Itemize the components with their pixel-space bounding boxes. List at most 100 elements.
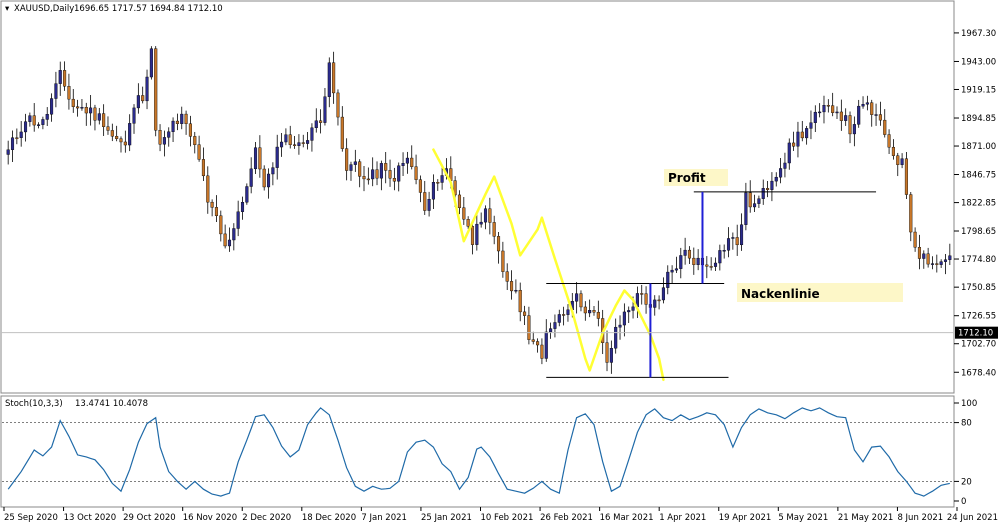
stochastic-axis-label: 80: [961, 419, 972, 429]
candle-body: [67, 86, 71, 100]
candle-body: [536, 341, 540, 346]
candle-body: [336, 92, 340, 118]
candle-body: [848, 115, 852, 135]
candle-body: [258, 147, 262, 170]
candle-body: [835, 111, 839, 114]
candle-body: [865, 102, 869, 105]
candle-body: [479, 221, 483, 225]
candle-body: [423, 192, 427, 211]
indicator-header: Stoch(10,3,3): [5, 399, 63, 409]
time-axis-label: 29 Oct 2020: [123, 513, 176, 523]
candle-body: [766, 188, 770, 190]
time-axis-label: 19 Apr 2021: [719, 513, 772, 523]
candle-body: [831, 105, 835, 113]
candle-body: [614, 326, 618, 349]
candle-body: [375, 169, 379, 179]
price-axis-label: 1967.30: [961, 29, 996, 39]
candle-body: [440, 175, 444, 183]
symbol-header-icon: ▾: [5, 4, 10, 14]
candle-body: [475, 223, 479, 245]
candle-body: [388, 170, 392, 179]
candle-body: [757, 198, 761, 204]
price-axis-label: 1678.40: [961, 368, 996, 378]
time-axis-label: 24 Jun 2021: [947, 513, 998, 523]
candle-body: [431, 182, 435, 200]
candle-body: [93, 107, 97, 121]
candle-body: [63, 70, 67, 87]
candle-body: [145, 76, 149, 102]
candle-body: [583, 306, 587, 314]
candle-body: [579, 293, 583, 308]
neckline-label-bg: [737, 283, 903, 302]
candle-body: [687, 249, 692, 259]
candle-body: [414, 166, 418, 180]
candle-body: [227, 239, 232, 247]
candle-body: [718, 250, 722, 264]
candle-body: [657, 299, 661, 302]
indicator-panel-frame: [0, 395, 955, 508]
candle-body: [874, 114, 878, 116]
candle-body: [119, 138, 123, 143]
time-axis-label: 13 Oct 2020: [64, 513, 117, 523]
candle-body: [844, 115, 848, 121]
candle-body: [839, 111, 843, 121]
candle-body: [562, 314, 566, 316]
candle-body: [470, 226, 475, 245]
profit-label: Profit: [668, 171, 706, 185]
candle-body: [236, 211, 240, 229]
candle-body: [631, 306, 635, 311]
candle-body: [427, 198, 431, 211]
candle-body: [735, 237, 739, 246]
candle-body: [510, 281, 514, 292]
candle-body: [405, 157, 409, 164]
price-axis-label: 1871.00: [961, 142, 996, 152]
price-panel-frame: [0, 0, 955, 394]
candle-body: [58, 70, 62, 84]
price-axis-label: 1798.65: [961, 227, 996, 237]
stochastic-axis-label: 20: [961, 477, 972, 487]
candle-body: [640, 293, 644, 295]
candle-body: [575, 293, 579, 302]
stochastic-axis-label: 0: [961, 497, 966, 507]
candle-body: [531, 339, 535, 342]
candle-body: [644, 293, 648, 305]
candle-body: [770, 180, 774, 190]
candle-body: [23, 121, 28, 133]
candle-body: [935, 263, 939, 265]
candle-body: [89, 107, 93, 114]
candle-body: [379, 163, 383, 179]
candle-body: [240, 202, 245, 212]
candle-body: [622, 311, 626, 326]
candle-body: [37, 124, 41, 126]
price-axis-label: 1943.00: [961, 57, 996, 67]
candle-body: [800, 131, 804, 139]
candle-body: [392, 178, 396, 182]
candle-body: [592, 310, 596, 313]
candle-body: [883, 119, 887, 135]
candle-body: [149, 48, 153, 78]
candle-body: [891, 146, 895, 156]
candle-body: [158, 130, 162, 145]
candle-body: [748, 192, 752, 208]
candle-body: [787, 142, 791, 164]
candle-body: [223, 233, 227, 247]
candle-body: [345, 148, 349, 171]
candle-body: [297, 142, 301, 146]
candle-body: [45, 114, 49, 120]
time-axis-label: 16 Nov 2020: [183, 513, 237, 523]
candle-body: [362, 176, 366, 180]
candle-body: [167, 131, 171, 138]
candle-body: [327, 62, 331, 97]
current-price-label: 1712.10: [958, 329, 993, 339]
candle-body: [249, 168, 253, 187]
time-axis-label: 7 Jan 2021: [361, 513, 407, 523]
candle-body: [796, 131, 800, 147]
candle-body: [544, 331, 548, 359]
candle-body: [280, 141, 284, 148]
candle-body: [887, 134, 891, 148]
price-axis-label: 1846.75: [961, 171, 996, 181]
indicator-values: 13.4741 10.4078: [75, 399, 148, 409]
candle-body: [397, 165, 401, 182]
candle-body: [627, 310, 631, 313]
candle-body: [54, 83, 58, 99]
